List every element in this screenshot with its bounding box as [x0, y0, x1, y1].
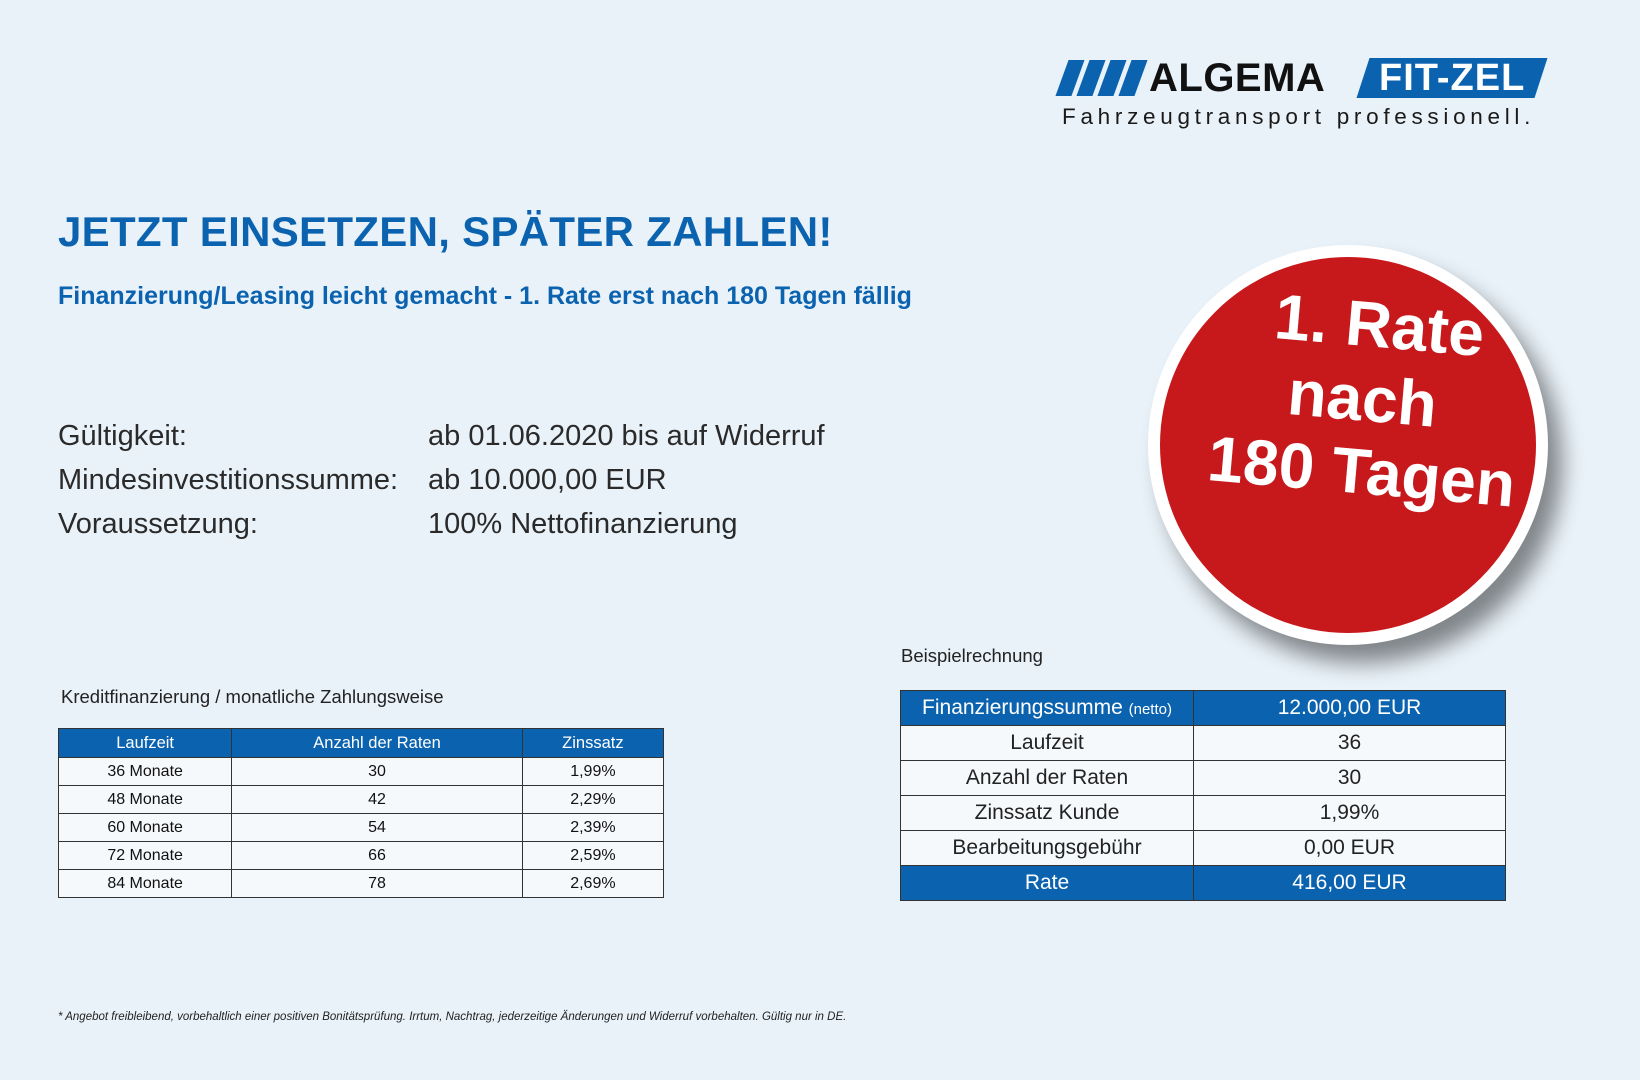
- table-cell: 42: [231, 785, 523, 814]
- table-cell: 66: [231, 841, 523, 870]
- table-cell: 48 Monate: [57, 785, 233, 814]
- table-cell: Finanzierungssumme (netto): [900, 690, 1194, 726]
- logo-fitzel: FIT-ZEL: [1356, 57, 1549, 99]
- brand-logo: ALGEMA FIT-ZEL Fahrzeugtransport profess…: [1055, 56, 1582, 136]
- table-cell: 1,99%: [1193, 795, 1506, 831]
- table-cell: Laufzeit: [900, 725, 1194, 761]
- info-label: Mindesinvestitionssumme:: [58, 464, 399, 496]
- row-label: Finanzierungssumme: [922, 696, 1123, 719]
- info-label: Gültigkeit:: [58, 420, 187, 452]
- rate-badge: 1. Rate nach 180 Tagen: [1148, 245, 1548, 645]
- table-cell: 36: [1193, 725, 1506, 761]
- table-row: Anzahl der Raten 30: [900, 760, 1506, 796]
- table-cell: 36 Monate: [57, 757, 233, 786]
- table-cell: 12.000,00 EUR: [1193, 690, 1506, 726]
- table-cell: Anzahl der Raten: [900, 760, 1194, 796]
- badge-line-3: 180 Tagen: [1204, 422, 1519, 521]
- logo-stripes-icon: [1055, 60, 1148, 96]
- credit-table: Laufzeit Anzahl der Raten Zinssatz 36 Mo…: [57, 728, 665, 898]
- table-row: Zinssatz Kunde 1,99%: [900, 795, 1506, 831]
- info-row-requirement: Voraussetzung: 100% Nettofinanzierung: [58, 508, 738, 541]
- page-headline: JETZT EINSETZEN, SPÄTER ZAHLEN!: [58, 208, 833, 255]
- table-cell: 78: [231, 869, 523, 898]
- column-header: Zinssatz: [521, 728, 665, 758]
- info-row-validity: Gültigkeit: ab 01.06.2020 bis auf Widerru…: [58, 420, 825, 453]
- table-row: 84 Monate 78 2,69%: [57, 869, 665, 898]
- table-cell: 84 Monate: [57, 869, 233, 898]
- table-header-row: Laufzeit Anzahl der Raten Zinssatz: [57, 728, 665, 758]
- table-cell: 2,59%: [521, 841, 665, 870]
- table-cell: Bearbeitungsgebühr: [900, 830, 1194, 866]
- page-subline: Finanzierung/Leasing leicht gemacht - 1.…: [58, 282, 912, 310]
- table-row: Laufzeit 36: [900, 725, 1506, 761]
- table-row: 48 Monate 42 2,29%: [57, 785, 665, 814]
- table-cell: 2,39%: [521, 813, 665, 842]
- info-label: Voraussetzung:: [58, 508, 258, 540]
- table-cell: 60 Monate: [57, 813, 233, 842]
- table-cell: 30: [1193, 760, 1506, 796]
- credit-table-title: Kreditfinanzierung / monatliche Zahlungs…: [61, 686, 444, 707]
- column-header: Laufzeit: [57, 728, 233, 758]
- table-row: 72 Monate 66 2,59%: [57, 841, 665, 870]
- table-row: 60 Monate 54 2,39%: [57, 813, 665, 842]
- example-table: Finanzierungssumme (netto) 12.000,00 EUR…: [900, 690, 1506, 901]
- table-cell: Rate: [900, 865, 1194, 901]
- table-cell: 1,99%: [521, 757, 665, 786]
- logo-algema: ALGEMA: [1149, 56, 1326, 100]
- table-cell: 72 Monate: [57, 841, 233, 870]
- info-value: ab 01.06.2020 bis auf Widerruf: [428, 420, 825, 452]
- footnote: * Angebot freibleibend, vorbehaltlich ei…: [58, 1011, 847, 1023]
- logo-slogan: Fahrzeugtransport professionell.: [1062, 104, 1536, 129]
- table-cell: 2,29%: [521, 785, 665, 814]
- table-cell: 30: [231, 757, 523, 786]
- example-table-title: Beispielrechnung: [901, 645, 1043, 666]
- table-cell: 2,69%: [521, 869, 665, 898]
- table-row: Rate 416,00 EUR: [900, 865, 1506, 901]
- table-row: Finanzierungssumme (netto) 12.000,00 EUR: [900, 690, 1506, 726]
- info-row-min-investment: Mindesinvestitionssumme: ab 10.000,00 EUR: [58, 464, 667, 497]
- info-value: ab 10.000,00 EUR: [428, 464, 667, 496]
- rate-badge-circle: 1. Rate nach 180 Tagen: [1160, 257, 1536, 633]
- table-cell: 54: [231, 813, 523, 842]
- table-cell: 416,00 EUR: [1193, 865, 1506, 901]
- info-value: 100% Nettofinanzierung: [428, 508, 738, 540]
- table-row: 36 Monate 30 1,99%: [57, 757, 665, 786]
- row-label-suffix: (netto): [1128, 701, 1172, 718]
- table-cell: Zinssatz Kunde: [900, 795, 1194, 831]
- column-header: Anzahl der Raten: [231, 728, 523, 758]
- table-cell: 0,00 EUR: [1193, 830, 1506, 866]
- table-row: Bearbeitungsgebühr 0,00 EUR: [900, 830, 1506, 866]
